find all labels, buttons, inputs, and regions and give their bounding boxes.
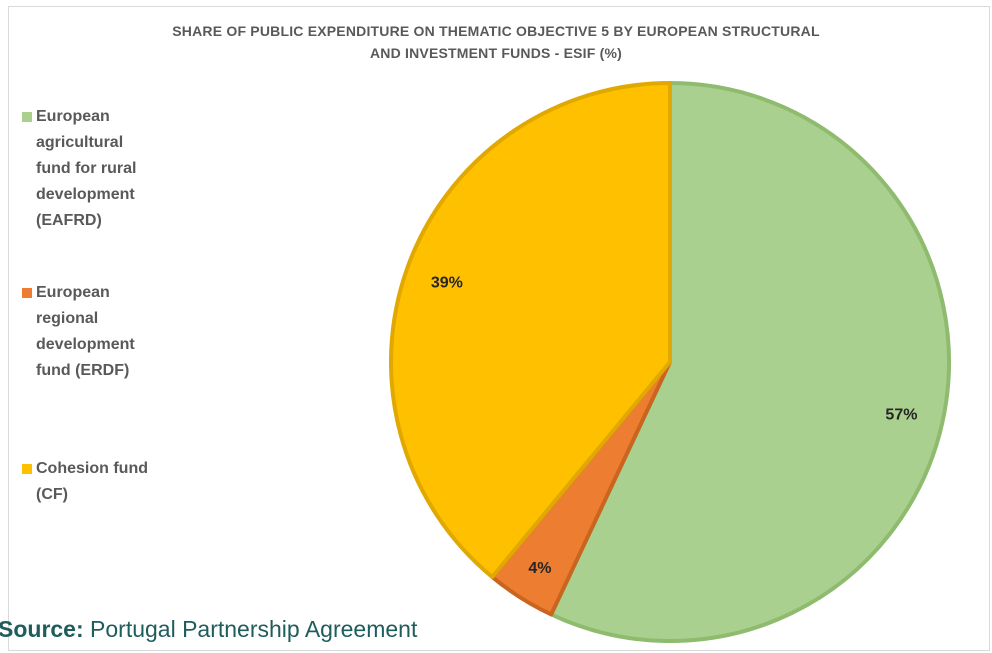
legend-label-line: fund (ERDF): [36, 362, 130, 379]
legend-label-line: (EAFRD): [36, 212, 102, 229]
source-label: Source:: [0, 616, 84, 642]
source-text: Portugal Partnership Agreement: [83, 616, 418, 642]
legend-label-line: Cohesion fund: [36, 460, 148, 477]
chart-title-line-2: AND INVESTMENT FUNDS - ESIF (%): [370, 45, 622, 61]
legend-swatch-eafrd: [22, 112, 32, 122]
legend-label-line: European: [36, 108, 110, 125]
chart-title: SHARE OF PUBLIC EXPENDITURE ON THEMATIC …: [0, 20, 992, 64]
legend-item-eafrd: European agricultural fund for rural dev…: [22, 104, 182, 234]
legend-label-line: fund for rural: [36, 160, 137, 177]
pie-slice-cf: [389, 81, 672, 579]
legend-label-eafrd: European agricultural fund for rural dev…: [22, 104, 182, 234]
legend-label-line: development: [36, 186, 135, 203]
legend-swatch-erdf: [22, 288, 32, 298]
legend-label-line: (CF): [36, 486, 68, 503]
legend-label-line: regional: [36, 310, 99, 327]
chart-title-line-1: SHARE OF PUBLIC EXPENDITURE ON THEMATIC …: [172, 23, 820, 39]
legend-label-line: agricultural: [36, 134, 124, 151]
legend-item-cf: Cohesion fund (CF): [22, 456, 182, 508]
legend-label-erdf: European regional development fund (ERDF…: [22, 280, 182, 384]
legend-item-erdf: European regional development fund (ERDF…: [22, 280, 182, 384]
pie-slice-eafrd: [549, 81, 951, 643]
legend-label-cf: Cohesion fund (CF): [22, 456, 182, 508]
legend-label-line: development: [36, 336, 135, 353]
source-note: Source: Portugal Partnership Agreement: [0, 616, 417, 643]
data-label-erdf: 4%: [528, 560, 551, 577]
data-label-cf: 39%: [431, 275, 463, 292]
legend-swatch-cf: [22, 464, 32, 474]
data-label-eafrd: 57%: [885, 407, 917, 424]
legend-label-line: European: [36, 284, 110, 301]
